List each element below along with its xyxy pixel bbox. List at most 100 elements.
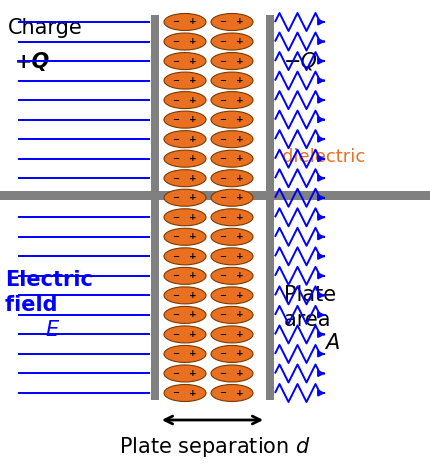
Text: +: + [189, 37, 197, 46]
Ellipse shape [164, 307, 206, 324]
Text: +: + [236, 154, 243, 163]
Ellipse shape [211, 307, 253, 324]
Text: −: − [219, 388, 226, 397]
Text: +: + [189, 18, 197, 26]
Ellipse shape [211, 326, 253, 343]
Ellipse shape [211, 72, 253, 89]
Ellipse shape [164, 228, 206, 245]
Ellipse shape [211, 150, 253, 167]
Text: +: + [236, 135, 243, 144]
Text: −: − [219, 272, 226, 280]
Bar [151, 15, 159, 400]
Text: −: − [219, 310, 226, 319]
Ellipse shape [211, 287, 253, 304]
Text: +: + [236, 115, 243, 124]
Ellipse shape [211, 365, 253, 382]
Ellipse shape [164, 385, 206, 402]
Ellipse shape [211, 345, 253, 362]
Ellipse shape [211, 111, 253, 128]
Text: +: + [236, 174, 243, 183]
Text: Charge: Charge [8, 18, 83, 38]
Ellipse shape [164, 345, 206, 362]
Text: −: − [172, 76, 179, 85]
Text: −: − [219, 115, 226, 124]
Text: −: − [172, 232, 179, 241]
Text: −Q: −Q [284, 52, 318, 72]
Text: +: + [189, 135, 197, 144]
Text: −: − [172, 350, 179, 359]
Ellipse shape [164, 170, 206, 187]
Text: +: + [189, 193, 197, 202]
Ellipse shape [211, 267, 253, 284]
Text: +: + [189, 330, 197, 339]
Ellipse shape [164, 53, 206, 70]
Text: −: − [172, 330, 179, 339]
Text: +: + [189, 369, 197, 378]
Text: +: + [189, 57, 197, 66]
Text: −: − [219, 232, 226, 241]
Text: +: + [236, 18, 243, 26]
Text: $\mathit{A}$: $\mathit{A}$ [324, 333, 340, 353]
Text: +: + [189, 388, 197, 397]
Ellipse shape [164, 287, 206, 304]
Text: −: − [219, 174, 226, 183]
Text: −: − [219, 76, 226, 85]
Text: −: − [172, 96, 179, 105]
Ellipse shape [211, 228, 253, 245]
Text: −: − [219, 57, 226, 66]
Text: −: − [172, 388, 179, 397]
Text: −: − [172, 193, 179, 202]
Ellipse shape [164, 267, 206, 284]
Ellipse shape [211, 385, 253, 402]
Ellipse shape [164, 92, 206, 109]
Text: +: + [236, 96, 243, 105]
Ellipse shape [164, 33, 206, 50]
Text: +: + [236, 57, 243, 66]
Text: +: + [236, 272, 243, 280]
Text: −: − [219, 369, 226, 378]
Ellipse shape [164, 209, 206, 226]
Text: −: − [172, 18, 179, 26]
Ellipse shape [164, 14, 206, 30]
Text: +: + [236, 252, 243, 261]
Text: −: − [219, 96, 226, 105]
Text: +: + [236, 350, 243, 359]
Text: +: + [189, 272, 197, 280]
Ellipse shape [164, 326, 206, 343]
Text: −: − [172, 369, 179, 378]
Text: Plate separation $\mathit{d}$: Plate separation $\mathit{d}$ [119, 435, 311, 459]
Text: +: + [189, 213, 197, 222]
Ellipse shape [211, 14, 253, 30]
Text: +: + [236, 193, 243, 202]
Text: +: + [236, 369, 243, 378]
Ellipse shape [211, 92, 253, 109]
Ellipse shape [164, 150, 206, 167]
Text: −: − [172, 272, 179, 280]
Ellipse shape [211, 209, 253, 226]
Ellipse shape [211, 33, 253, 50]
Text: +: + [189, 96, 197, 105]
Text: −: − [172, 57, 179, 66]
Text: dielectric: dielectric [282, 148, 365, 166]
Text: −: − [219, 135, 226, 144]
Bar [266, 15, 274, 400]
Ellipse shape [211, 189, 253, 206]
Ellipse shape [211, 248, 253, 265]
Text: −: − [172, 154, 179, 163]
Text: −: − [172, 213, 179, 222]
Text: +Q: +Q [15, 52, 50, 72]
Ellipse shape [164, 72, 206, 89]
Text: +: + [189, 291, 197, 300]
Text: +: + [189, 76, 197, 85]
Text: −: − [172, 135, 179, 144]
Text: −: − [219, 18, 226, 26]
Text: −: − [172, 115, 179, 124]
Bar [0, 191, 430, 200]
Text: −: − [219, 213, 226, 222]
Text: −: − [172, 252, 179, 261]
Text: −: − [219, 193, 226, 202]
Text: −: − [172, 37, 179, 46]
Text: +: + [189, 310, 197, 319]
Text: +: + [236, 388, 243, 397]
Text: +: + [189, 115, 197, 124]
